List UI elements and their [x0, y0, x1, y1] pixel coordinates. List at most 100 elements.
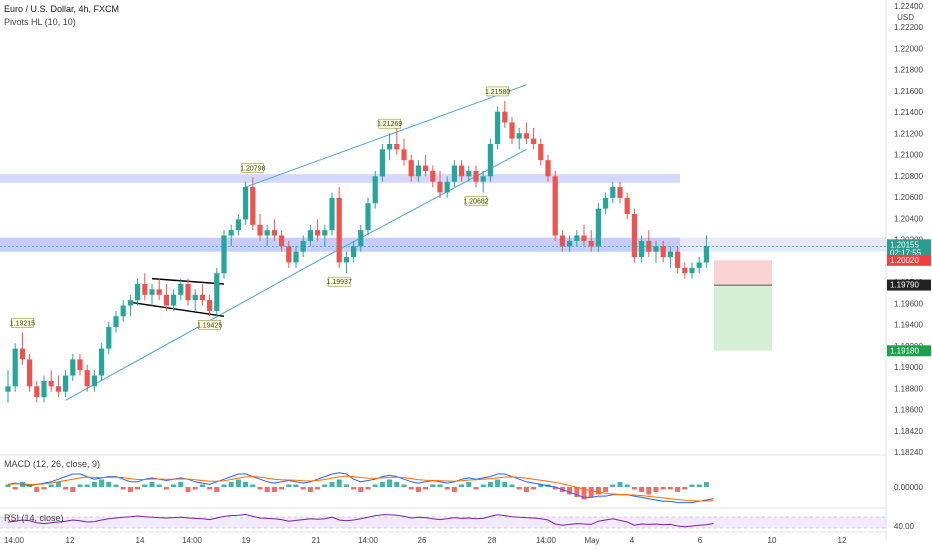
candle-body[interactable] [415, 165, 421, 177]
candle-body[interactable] [473, 170, 479, 182]
candle-body[interactable] [228, 230, 234, 236]
candle-body[interactable] [466, 170, 472, 177]
candle-body[interactable] [696, 262, 702, 268]
candle-body[interactable] [243, 187, 249, 220]
candle-body[interactable] [336, 197, 342, 263]
candle-body[interactable] [653, 246, 659, 252]
candle-body[interactable] [300, 240, 306, 252]
candle-body[interactable] [459, 165, 465, 177]
candle-body[interactable] [207, 300, 213, 311]
candle-body[interactable] [192, 294, 198, 301]
candle-body[interactable] [171, 294, 177, 306]
candle-body[interactable] [408, 160, 414, 177]
candle-body[interactable] [127, 300, 133, 306]
candle-body[interactable] [185, 284, 191, 301]
candle-body[interactable] [444, 181, 450, 193]
candle-body[interactable] [315, 230, 321, 236]
candle-body[interactable] [624, 197, 630, 214]
candle-body[interactable] [610, 187, 616, 198]
candle-body[interactable] [567, 240, 573, 247]
candle-body[interactable] [552, 176, 558, 236]
candle-body[interactable] [559, 235, 565, 247]
candle-body[interactable] [250, 187, 256, 225]
candle-body[interactable] [372, 176, 378, 204]
candle-body[interactable] [365, 203, 371, 231]
candle-body[interactable] [257, 224, 263, 236]
candle-body[interactable] [178, 284, 184, 295]
candle-body[interactable] [264, 230, 270, 236]
candle-body[interactable] [451, 165, 457, 182]
candle-body[interactable] [423, 165, 429, 171]
trendline[interactable] [245, 84, 527, 188]
candle-body[interactable] [149, 289, 155, 295]
candle-body[interactable] [55, 386, 61, 392]
candle-body[interactable] [401, 149, 407, 161]
candle-body[interactable] [27, 359, 33, 387]
candle-body[interactable] [163, 294, 169, 306]
candle-body[interactable] [639, 240, 645, 258]
candle-body[interactable] [545, 160, 551, 177]
candle-body[interactable] [19, 348, 25, 360]
candle-body[interactable] [235, 219, 241, 231]
support-resistance-zone[interactable] [0, 174, 680, 183]
candle-body[interactable] [120, 305, 126, 317]
candle-body[interactable] [214, 273, 220, 311]
candle-body[interactable] [77, 359, 83, 371]
candle-body[interactable] [48, 380, 54, 387]
candle-body[interactable] [351, 246, 357, 258]
candle-body[interactable] [63, 375, 69, 392]
candle-body[interactable] [358, 230, 364, 247]
candle-body[interactable] [509, 122, 515, 139]
candle-body[interactable] [660, 246, 666, 258]
candle-body[interactable] [135, 284, 141, 301]
candle-body[interactable] [523, 133, 529, 139]
candle-body[interactable] [675, 251, 681, 268]
candle-body[interactable] [538, 144, 544, 161]
candle-body[interactable] [279, 235, 285, 247]
candle-body[interactable] [5, 386, 11, 392]
take-profit-zone[interactable] [714, 285, 772, 351]
candle-body[interactable] [603, 197, 609, 209]
candle-body[interactable] [70, 359, 76, 376]
candle-body[interactable] [142, 284, 148, 295]
candle-body[interactable] [682, 267, 688, 274]
candle-body[interactable] [34, 386, 40, 398]
candle-body[interactable] [495, 111, 501, 144]
candle-body[interactable] [156, 289, 162, 295]
candle-body[interactable] [631, 214, 637, 258]
stop-loss-zone[interactable] [714, 260, 772, 286]
candle-body[interactable] [581, 235, 587, 241]
candle-body[interactable] [286, 246, 292, 263]
candle-body[interactable] [84, 370, 90, 387]
candle-body[interactable] [343, 257, 349, 263]
candle-body[interactable] [667, 251, 673, 258]
candle-body[interactable] [106, 327, 112, 349]
candle-body[interactable] [199, 294, 205, 301]
candle-body[interactable] [12, 348, 18, 387]
flag-line[interactable] [130, 301, 225, 317]
candle-body[interactable] [617, 187, 623, 198]
candle-body[interactable] [516, 133, 522, 139]
candle-body[interactable] [307, 230, 313, 241]
candle-body[interactable] [430, 170, 436, 182]
candle-body[interactable] [703, 246, 709, 263]
candle-body[interactable] [271, 230, 277, 236]
candle-body[interactable] [574, 235, 580, 241]
candle-body[interactable] [322, 230, 328, 236]
candle-body[interactable] [293, 251, 299, 263]
candle-body[interactable] [221, 235, 227, 274]
trendline[interactable] [65, 256, 326, 401]
candle-body[interactable] [387, 144, 393, 150]
candle-body[interactable] [41, 380, 47, 398]
candle-body[interactable] [437, 181, 443, 193]
candle-body[interactable] [595, 208, 601, 247]
candle-body[interactable] [113, 316, 119, 328]
candle-body[interactable] [329, 197, 335, 231]
candle-body[interactable] [588, 240, 594, 247]
candle-body[interactable] [531, 138, 537, 144]
candle-body[interactable] [689, 267, 695, 274]
candle-body[interactable] [99, 348, 105, 376]
candle-body[interactable] [91, 375, 97, 387]
candle-body[interactable] [480, 176, 486, 182]
